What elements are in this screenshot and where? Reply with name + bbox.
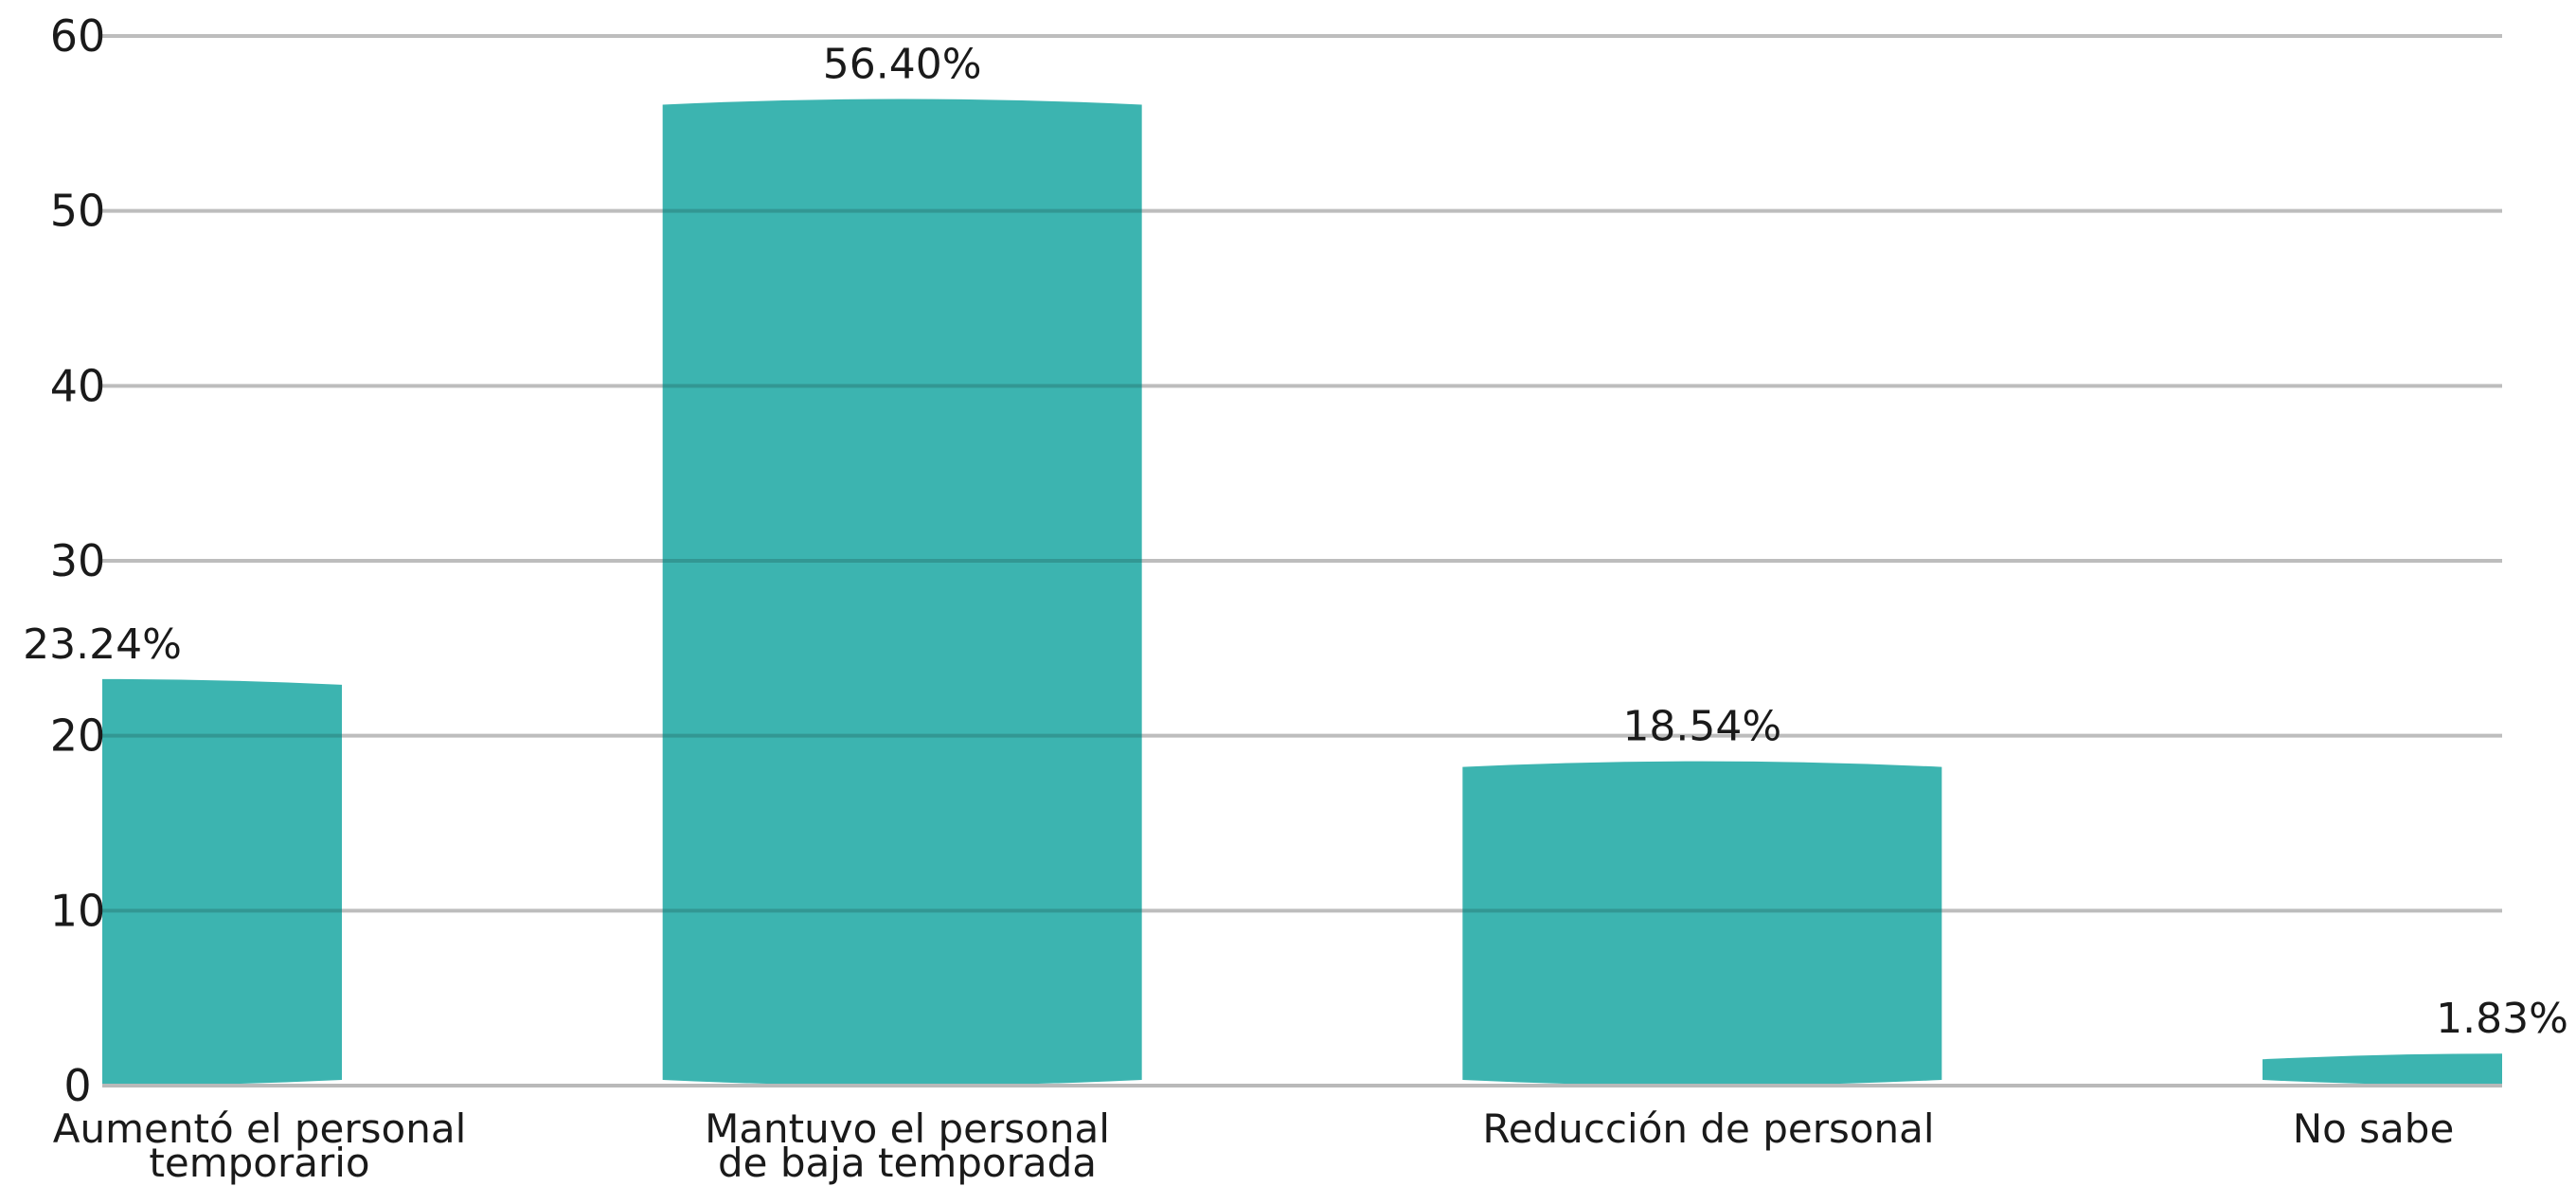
- bar: [2263, 1053, 2502, 1086]
- bars: [102, 99, 2502, 1087]
- data-label: 56.40%: [823, 40, 982, 88]
- y-tick-label: 20: [50, 710, 106, 762]
- category-label: Mantuvo el personal de baja temporada: [705, 1105, 1110, 1186]
- data-label: 18.54%: [1622, 703, 1781, 751]
- data-label: 1.83%: [2436, 995, 2568, 1043]
- gridlines-overlay: [102, 34, 2502, 913]
- y-tick-label: 10: [50, 885, 106, 936]
- category-label: Reducción de personal: [1482, 1105, 1934, 1152]
- y-tick-label: 60: [50, 10, 106, 62]
- data-labels: 23.24% 56.40% 18.54% 1.83%: [23, 40, 2568, 1043]
- category-label: Aumentó el personal temporario: [53, 1105, 466, 1186]
- bar: [102, 678, 342, 1086]
- bar: [662, 99, 1142, 1087]
- bar: [1462, 761, 1942, 1086]
- y-axis-ticks: 0 10 20 30 40 50 60: [50, 10, 106, 1111]
- data-label: 23.24%: [23, 620, 182, 669]
- y-tick-label: 40: [50, 360, 106, 411]
- y-tick-label: 0: [63, 1060, 91, 1111]
- gridlines: [102, 34, 2502, 913]
- y-tick-label: 50: [50, 186, 106, 237]
- category-labels: Aumentó el personal temporario Mantuvo el …: [53, 1105, 2455, 1186]
- category-label: No sabe: [2293, 1105, 2455, 1152]
- y-tick-label: 30: [50, 535, 106, 586]
